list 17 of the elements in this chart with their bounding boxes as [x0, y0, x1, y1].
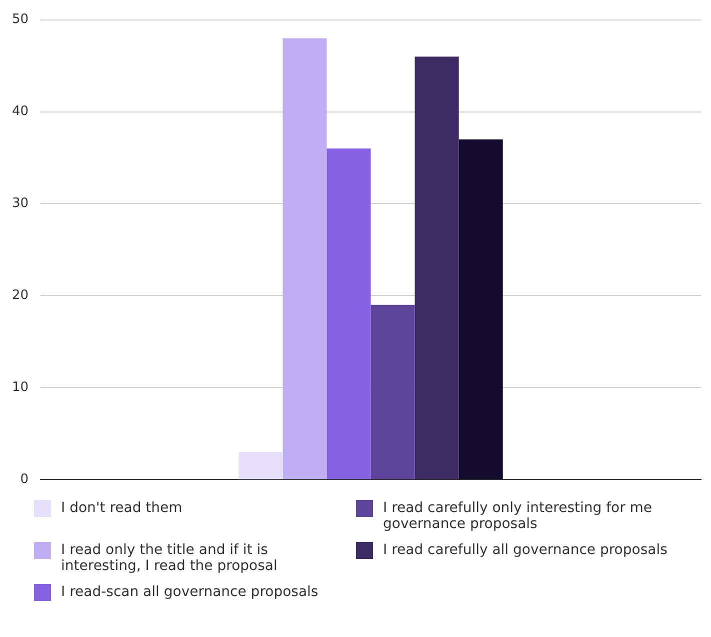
- bar: [326, 148, 371, 480]
- y-tick-label: 0: [20, 472, 29, 487]
- legend-label: I don't read them: [61, 500, 182, 516]
- legend-label: I read-scan all governance proposals: [61, 584, 318, 600]
- y-tick-label: 50: [12, 12, 29, 28]
- bar: [414, 56, 459, 480]
- bar: [370, 304, 415, 480]
- bar: [238, 452, 283, 480]
- bar: [282, 38, 327, 480]
- legend-label: I read carefully all governance proposals: [383, 542, 668, 558]
- y-tick-label: 10: [12, 380, 29, 396]
- legend-label: I read only the title and if it is interesting, I read the proposal: [61, 542, 278, 574]
- y-tick-label: 40: [12, 104, 29, 120]
- bar: [458, 139, 503, 480]
- y-tick-label: 20: [12, 288, 29, 304]
- y-tick-label: 30: [12, 196, 29, 212]
- legend-label: I read carefully only interesting for me governance proposals: [383, 500, 654, 532]
